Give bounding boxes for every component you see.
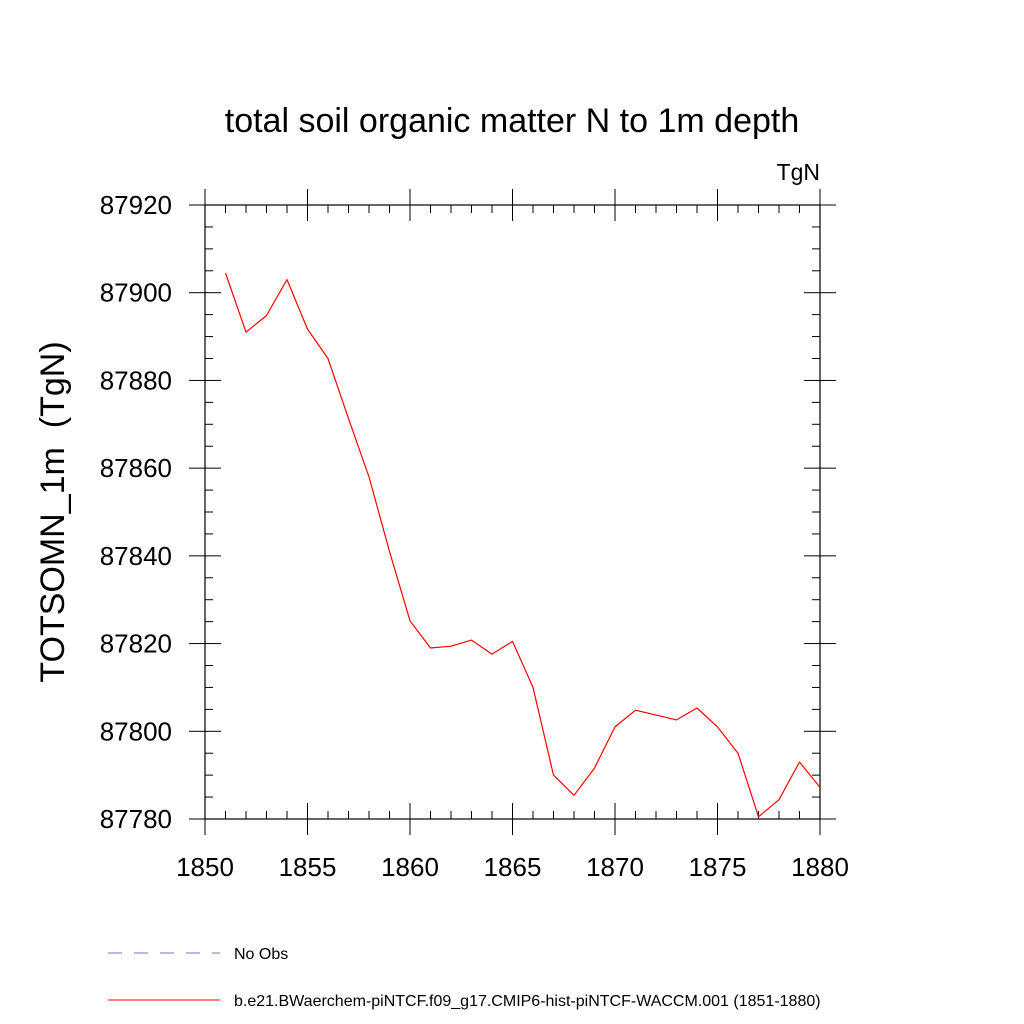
x-tick-label: 1865 bbox=[484, 852, 542, 882]
legend-label: No Obs bbox=[234, 946, 288, 963]
x-tick-label: 1875 bbox=[689, 852, 747, 882]
plot-frame bbox=[204, 204, 821, 820]
y-tick-label: 87880 bbox=[100, 365, 172, 395]
y-tick-label: 87860 bbox=[100, 453, 172, 483]
legend: No Obs b.e21.BWaerchem-piNTCF.f09_g17.CMI… bbox=[108, 946, 821, 1010]
tick-labels: 1850 1855 1860 1865 1870 1875 1880 87780 87800 87… bbox=[100, 190, 849, 882]
y-tick-label: 87900 bbox=[100, 278, 172, 308]
y-tick-label: 87920 bbox=[100, 190, 172, 220]
x-tick-label: 1860 bbox=[381, 852, 439, 882]
x-tick-label: 1870 bbox=[586, 852, 644, 882]
chart-title: total soil organic matter N to 1m depth bbox=[225, 102, 800, 140]
y-tick-label: 87820 bbox=[100, 629, 172, 659]
legend-label: b.e21.BWaerchem-piNTCF.f09_g17.CMIP6-his… bbox=[234, 993, 821, 1010]
y-tick-label: 87840 bbox=[100, 541, 172, 571]
series-line bbox=[224, 272, 821, 818]
units-label: TgN bbox=[777, 159, 820, 185]
y-tick-label: 87800 bbox=[100, 716, 172, 746]
series-layer bbox=[224, 272, 821, 818]
axis-ticks bbox=[189, 189, 836, 835]
y-axis-label: TOTSOMN_1m (TgN) bbox=[34, 341, 72, 682]
x-tick-label: 1855 bbox=[279, 852, 337, 882]
y-tick-label: 87780 bbox=[100, 804, 172, 834]
x-tick-label: 1850 bbox=[176, 852, 234, 882]
x-tick-label: 1880 bbox=[791, 852, 849, 882]
